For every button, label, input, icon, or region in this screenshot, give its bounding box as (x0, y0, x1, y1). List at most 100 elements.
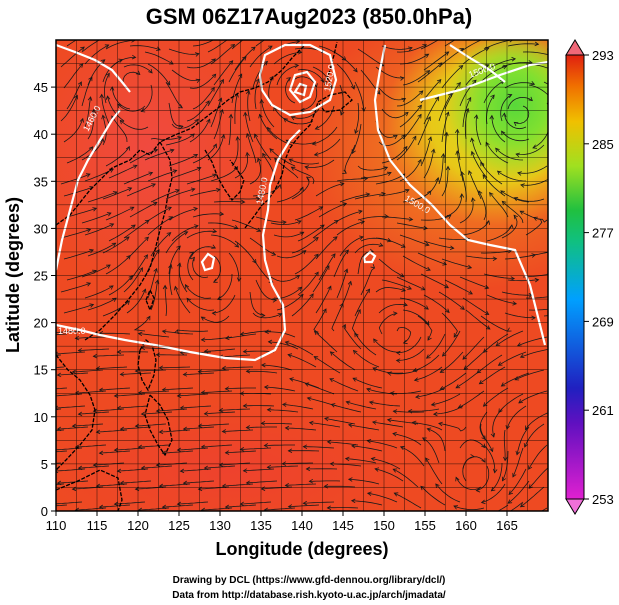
coastline-indochina (56, 354, 96, 471)
streamline (402, 70, 430, 86)
streamline (400, 446, 425, 467)
streamline-arrowhead (178, 104, 184, 109)
streamline (141, 347, 173, 350)
streamline-arrowhead (91, 108, 97, 114)
streamline (294, 253, 319, 275)
streamline (520, 178, 548, 186)
streamline-arrowhead (80, 46, 85, 51)
streamline (520, 486, 545, 508)
coastlines (56, 41, 353, 511)
streamline (532, 130, 548, 149)
streamline-arrowhead (100, 137, 105, 143)
streamline (441, 65, 463, 89)
streamline (66, 207, 97, 218)
streamline-arrowhead (228, 113, 234, 119)
streamline (254, 78, 260, 110)
streamline-arrowhead (264, 329, 269, 334)
streamline-arrowhead (351, 443, 356, 449)
streamline-arrowhead (146, 315, 151, 321)
streamline-arrowhead (197, 486, 203, 492)
streamline-arrowhead (550, 128, 554, 132)
streamline-arrowhead (392, 409, 398, 414)
streamline-arrowhead (485, 325, 491, 330)
streamline (315, 183, 344, 197)
streamline-arrowhead (438, 421, 443, 427)
streamline-arrowhead (489, 447, 494, 453)
streamline-arrowhead (384, 214, 390, 219)
streamline (75, 507, 107, 511)
streamline (84, 223, 114, 236)
streamline (56, 351, 86, 355)
streamline (87, 242, 116, 257)
streamline-arrowhead (266, 407, 272, 413)
streamline (285, 483, 317, 486)
streamline (255, 40, 266, 47)
x-tick-label: 160 (455, 518, 477, 533)
streamline (164, 285, 167, 317)
streamline-arrowhead (361, 107, 366, 112)
streamline (114, 501, 146, 505)
streamline (267, 409, 299, 413)
streamline (336, 221, 365, 236)
streamline-arrowhead (496, 170, 502, 176)
streamline (57, 480, 89, 484)
streamline (267, 465, 299, 468)
streamline-arrowhead (347, 423, 353, 428)
contour-small-cell-2 (362, 250, 377, 264)
streamline-arrowhead (294, 63, 300, 69)
streamline-arrowhead (366, 491, 372, 497)
streamline-arrowhead (206, 118, 211, 124)
streamline-arrowhead (393, 311, 398, 316)
streamline (217, 273, 233, 300)
streamline-arrowhead (137, 390, 143, 395)
streamline-arrowhead (245, 151, 250, 157)
streamline (444, 40, 456, 47)
streamline-arrowhead (137, 507, 143, 511)
streamline-arrowhead (528, 96, 533, 102)
streamline (396, 326, 412, 344)
streamline (378, 87, 406, 101)
streamline-arrowhead (161, 329, 167, 334)
streamline (185, 284, 212, 299)
streamline-arrowhead (425, 70, 431, 75)
streamline-arrowhead (392, 431, 397, 437)
streamline-arrowhead (242, 403, 248, 408)
streamline-arrowhead (412, 367, 418, 373)
streamline (261, 99, 275, 128)
streamline-arrowhead (212, 173, 217, 178)
coastline-philippines-south (144, 394, 173, 457)
streamline-arrowhead (234, 243, 240, 248)
streamline-arrowhead (453, 505, 459, 510)
streamline-arrowhead (56, 426, 62, 432)
streamline (507, 96, 533, 110)
streamline-arrowhead (454, 128, 460, 134)
contour-1520-inner (288, 70, 317, 104)
streamline (117, 103, 146, 112)
streamline-arrowhead (101, 114, 106, 120)
streamline (169, 264, 173, 296)
streamline (228, 56, 247, 83)
streamline-arrowhead (376, 90, 381, 95)
streamline (105, 206, 134, 221)
streamline (231, 136, 239, 167)
streamline (234, 93, 238, 125)
streamline-arrowhead (470, 137, 475, 143)
contour-1460-west (56, 109, 121, 271)
streamline (285, 427, 317, 431)
coastline-taiwan (145, 288, 155, 312)
x-tick-label: 165 (496, 518, 518, 533)
streamline-arrowhead (425, 457, 430, 463)
streamline (107, 96, 125, 122)
streamline (396, 90, 424, 107)
streamline (375, 237, 406, 248)
streamline (504, 82, 535, 89)
streamline (402, 114, 422, 140)
contour-small-cell-1 (200, 252, 216, 272)
streamline (180, 405, 212, 409)
streamline (56, 504, 68, 507)
streamline-arrowhead (497, 361, 503, 366)
streamline-arrowhead (427, 136, 433, 142)
streamline-arrowhead (119, 480, 125, 486)
streamline (261, 364, 293, 371)
streamline (504, 312, 536, 319)
